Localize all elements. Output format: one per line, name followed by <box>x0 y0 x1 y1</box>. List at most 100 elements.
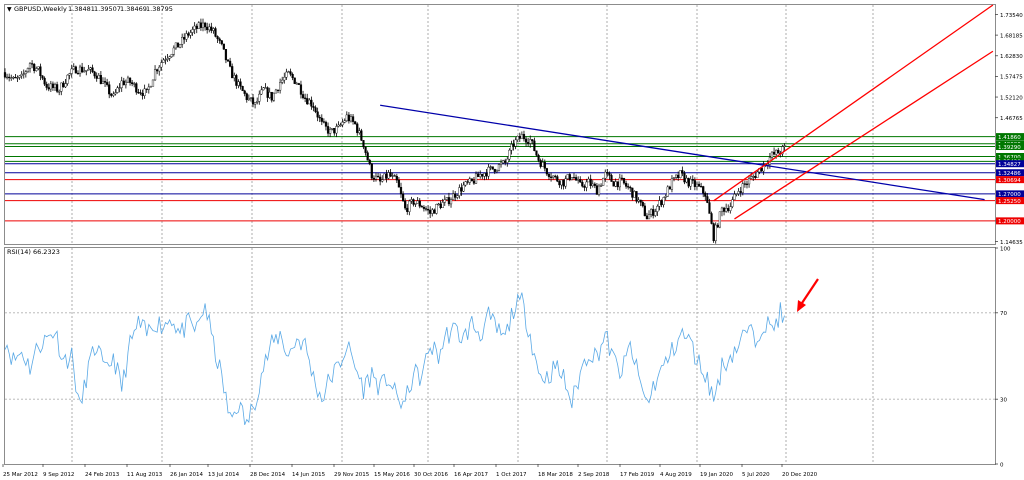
x-axis-label: 4 Aug 2019 <box>660 472 692 478</box>
candle-body <box>89 67 92 70</box>
price-axis-label: 1.57475 <box>1000 75 1023 81</box>
candle-body <box>95 75 98 79</box>
candle-body <box>93 71 96 77</box>
rsi-axis-label: 30 <box>1000 398 1007 404</box>
candle-body <box>145 88 148 90</box>
rsi-series <box>4 292 785 425</box>
level-label-bg <box>996 143 1024 151</box>
candle-body <box>37 66 40 69</box>
candle-body <box>599 185 603 187</box>
candle-body <box>666 186 669 197</box>
rsi-title: RSI(14) 66.2323 <box>7 248 60 256</box>
candle-body <box>237 81 240 86</box>
symbol-icon: ▼ <box>7 6 12 13</box>
candle-body <box>397 179 401 188</box>
candle-body <box>472 180 476 184</box>
candle-body <box>737 191 740 194</box>
rsi-axis-label: 0 <box>1000 462 1004 468</box>
candle-body <box>414 202 417 205</box>
candle-body <box>487 166 490 177</box>
candle-body <box>391 175 394 177</box>
ohlc-close: 1.38795 <box>146 5 173 13</box>
candle-body <box>608 173 611 176</box>
candle-body <box>416 200 419 204</box>
candle-body <box>276 89 280 91</box>
candle-body <box>30 63 34 65</box>
candle-body <box>249 97 253 99</box>
candle-body <box>620 177 624 179</box>
candle-body <box>176 42 180 48</box>
candle-body <box>685 177 688 183</box>
candle-body <box>233 75 236 79</box>
candle-body <box>725 208 728 212</box>
candle-body <box>643 205 646 217</box>
candle-body <box>226 59 230 62</box>
candle-body <box>153 69 157 81</box>
candle-body <box>370 163 373 179</box>
candle-body <box>710 213 713 224</box>
candle-body <box>616 181 619 188</box>
candle-body <box>404 200 407 209</box>
candle-body <box>720 207 724 213</box>
vertical-gridlines <box>71 5 874 464</box>
candle-body <box>170 54 173 57</box>
candle-body <box>197 22 200 29</box>
candle-body <box>568 174 571 180</box>
candle-body <box>304 97 307 99</box>
candle-body <box>541 161 544 167</box>
candle-body <box>727 208 730 211</box>
x-axis-label: 9 Sep 2012 <box>43 472 74 478</box>
candle-body <box>731 199 734 207</box>
candle-body <box>518 136 521 139</box>
candle-body <box>412 199 415 205</box>
candle-body <box>26 68 30 72</box>
candle-body <box>318 116 321 119</box>
candle-body <box>222 43 225 50</box>
candle-body <box>770 151 774 158</box>
level-label-bg <box>996 197 1024 205</box>
candle-body <box>735 193 738 195</box>
candle-body <box>520 134 523 139</box>
candle-body <box>693 180 696 187</box>
candle-body <box>622 178 626 184</box>
candle-body <box>664 196 667 198</box>
candle-body <box>43 77 46 85</box>
candle-body <box>272 92 275 101</box>
candle-body <box>670 178 674 190</box>
candle-body <box>783 145 786 147</box>
price-axis-label: 1.46765 <box>1000 116 1023 122</box>
candle-body <box>508 149 511 160</box>
candle-body <box>585 181 588 188</box>
candle-body <box>83 70 86 73</box>
candle-body <box>624 182 628 187</box>
candle-body <box>566 174 569 179</box>
candle-body <box>356 123 359 134</box>
candle-body <box>754 176 757 178</box>
candle-body <box>106 82 109 85</box>
candle-body <box>379 176 382 182</box>
candle-body <box>199 22 203 28</box>
candle-body <box>668 186 671 190</box>
candle-body <box>366 152 369 161</box>
candle-body <box>281 79 284 83</box>
candle-body <box>66 74 69 84</box>
candle-body <box>460 187 463 192</box>
candle-body <box>595 185 599 195</box>
candle-body <box>729 206 732 211</box>
candle-body <box>260 89 263 95</box>
candle-body <box>268 91 271 98</box>
candle-body <box>187 33 190 36</box>
candle-body <box>162 59 165 63</box>
candle-body <box>5 76 9 79</box>
candle-body <box>72 66 75 70</box>
candle-body <box>247 98 250 101</box>
x-axis-label: 29 Nov 2015 <box>334 472 370 478</box>
candle-body <box>462 184 465 192</box>
candle-body <box>85 70 88 72</box>
candle-body <box>124 81 127 86</box>
candle-body <box>101 81 105 84</box>
candle-body <box>358 130 361 134</box>
candle-body <box>739 191 742 193</box>
candle-body <box>335 126 338 134</box>
candle-body <box>468 178 471 183</box>
